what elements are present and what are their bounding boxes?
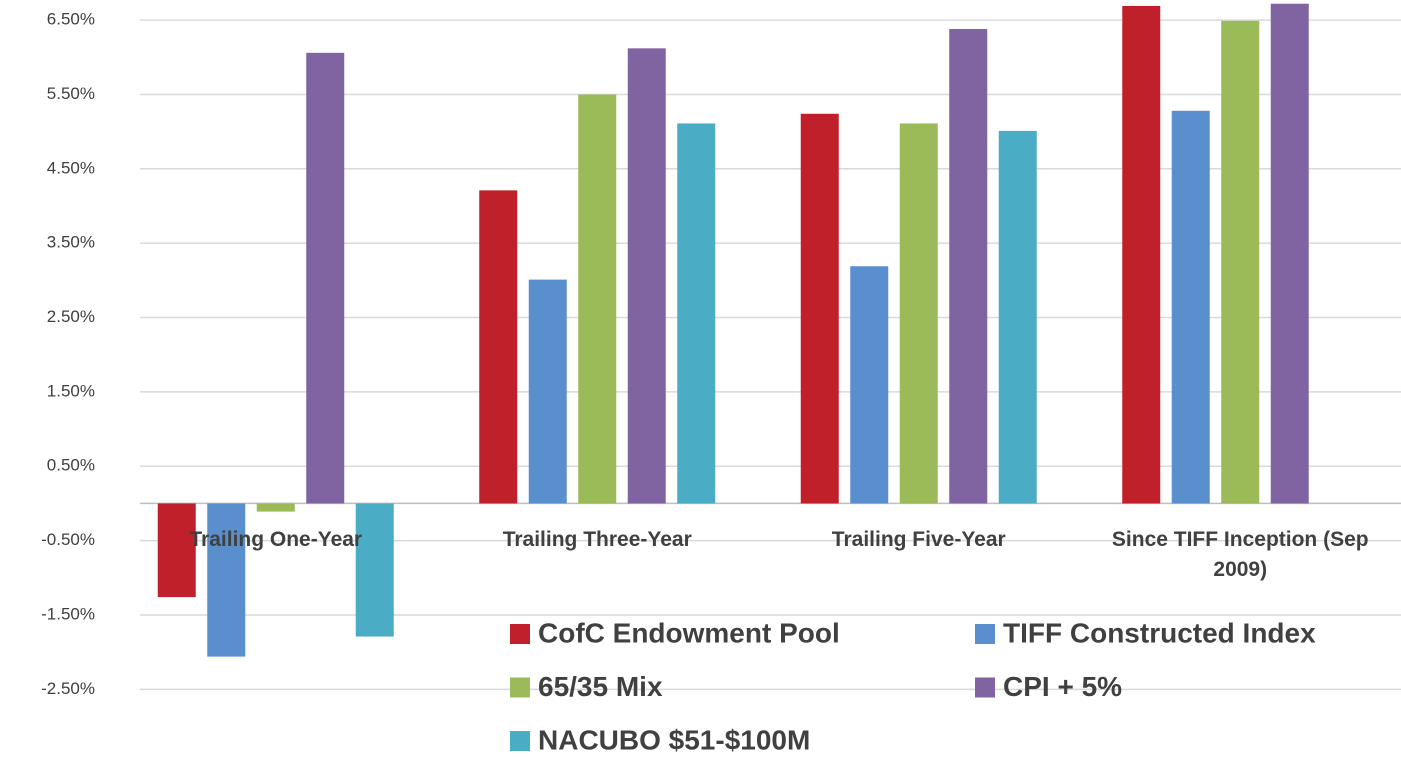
y-tick-label: 1.50% (47, 381, 95, 400)
y-tick-label: 5.50% (47, 84, 95, 103)
legend-swatch (975, 677, 995, 698)
bar (578, 94, 617, 504)
bar (627, 48, 666, 504)
y-tick-label: -1.50% (41, 604, 95, 623)
bar (355, 503, 394, 637)
legend-swatch (510, 624, 530, 644)
legend-swatch (975, 624, 995, 644)
bar (306, 52, 345, 504)
y-tick-label: 2.50% (47, 307, 95, 326)
bar (157, 503, 196, 598)
y-tick-label: -0.50% (41, 530, 95, 549)
legend-label: NACUBO $51-$100M (538, 724, 810, 755)
legend-label: CofC Endowment Pool (538, 617, 840, 648)
legend-swatch (510, 677, 530, 698)
bar (1270, 3, 1309, 504)
y-tick-label: 6.50% (47, 10, 95, 29)
bar (1171, 110, 1210, 504)
y-tick-label: 3.50% (47, 233, 95, 252)
y-tick-label: -2.50% (41, 679, 95, 698)
y-tick-label: 0.50% (47, 456, 95, 475)
bar (207, 503, 246, 657)
legend-label: CPI + 5% (1003, 671, 1122, 702)
bar (677, 123, 716, 504)
bar (899, 123, 938, 504)
x-tick-label: Trailing Five-Year (831, 528, 1006, 552)
bar (949, 29, 988, 504)
bar (850, 266, 889, 504)
bar (256, 503, 295, 512)
x-tick-label: Trailing Three-Year (502, 528, 692, 552)
bar (528, 279, 567, 504)
y-tick-label: 4.50% (47, 158, 95, 177)
legend-label: 65/35 Mix (538, 671, 663, 702)
bar (998, 130, 1037, 504)
legend-swatch (510, 731, 530, 751)
bar (479, 190, 518, 504)
bar (1122, 5, 1161, 504)
bar (800, 113, 839, 504)
x-tick-label: Since TIFF Inception (Sep 2009) (1111, 528, 1369, 582)
bar (1221, 20, 1260, 504)
legend-label: TIFF Constructed Index (1003, 617, 1316, 648)
x-tick-label: Trailing One-Year (189, 528, 363, 552)
